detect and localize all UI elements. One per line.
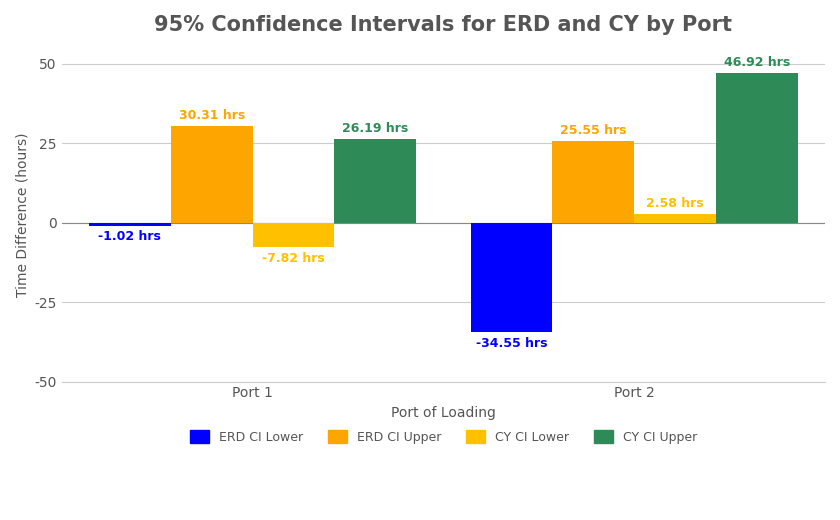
Text: 2.58 hrs: 2.58 hrs — [646, 197, 704, 210]
Y-axis label: Time Difference (hours): Time Difference (hours) — [15, 133, 29, 297]
Text: -34.55 hrs: -34.55 hrs — [475, 336, 548, 349]
Bar — [171, 126, 253, 223]
Text: 30.31 hrs: 30.31 hrs — [179, 109, 244, 122]
Bar — [89, 223, 171, 226]
Text: -1.02 hrs: -1.02 hrs — [98, 230, 161, 243]
Bar — [334, 139, 416, 223]
Bar — [253, 223, 334, 248]
Text: 46.92 hrs: 46.92 hrs — [724, 56, 790, 69]
Title: 95% Confidence Intervals for ERD and CY by Port: 95% Confidence Intervals for ERD and CY … — [155, 15, 732, 35]
Legend: ERD CI Lower, ERD CI Upper, CY CI Lower, CY CI Upper: ERD CI Lower, ERD CI Upper, CY CI Lower,… — [185, 425, 701, 449]
Bar — [634, 214, 716, 223]
Text: 26.19 hrs: 26.19 hrs — [342, 122, 408, 135]
Text: -7.82 hrs: -7.82 hrs — [262, 252, 325, 265]
X-axis label: Port of Loading: Port of Loading — [391, 406, 496, 420]
Text: 25.55 hrs: 25.55 hrs — [560, 124, 627, 137]
Bar — [716, 73, 798, 223]
Bar — [553, 141, 634, 223]
Bar — [470, 223, 553, 332]
